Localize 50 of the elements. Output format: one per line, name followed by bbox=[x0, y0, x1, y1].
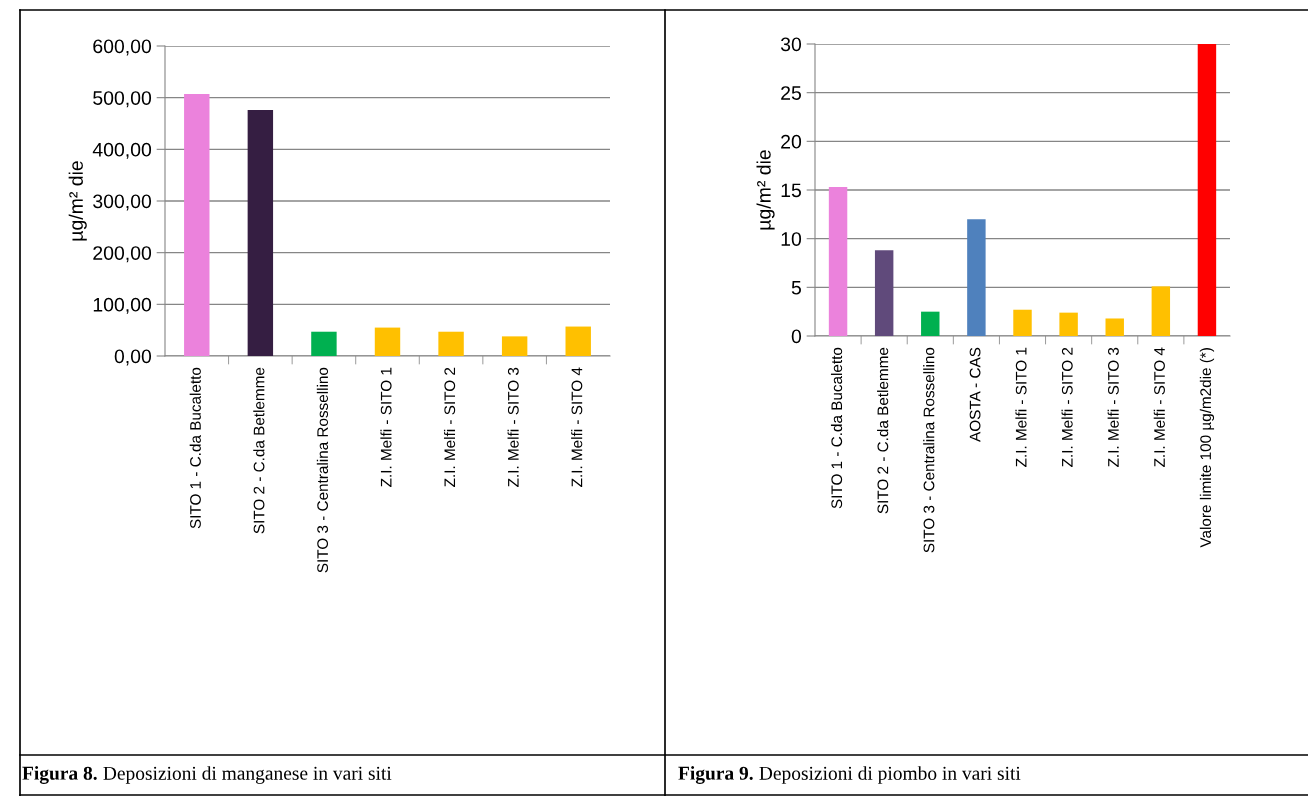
bar bbox=[311, 331, 337, 356]
x-tick-label: Z.I. Melfi - SITO 3 bbox=[1107, 347, 1119, 467]
x-tick-label: SITO 1 - C.da Bucaletto bbox=[830, 347, 843, 509]
bar bbox=[438, 331, 464, 356]
bar bbox=[1059, 312, 1078, 336]
y-tick-label: 300,00 bbox=[93, 194, 152, 211]
bar bbox=[967, 219, 986, 336]
x-tick-label: SITO 2 - C.da Betlemme bbox=[253, 367, 265, 534]
y-tick-label: 30 bbox=[780, 37, 802, 52]
y-tick-label: 600,00 bbox=[93, 39, 152, 56]
y-tick-label: 100,00 bbox=[93, 297, 152, 314]
y-tick-label: 25 bbox=[781, 86, 801, 100]
bar bbox=[565, 326, 591, 356]
x-tick-label: SITO 3 - Centralina Rossellino bbox=[923, 347, 935, 553]
x-tick-label: AOSTA - CAS bbox=[969, 347, 981, 442]
y-tick-label: 5 bbox=[791, 281, 801, 295]
y-axis-title: µg/m² die bbox=[68, 161, 87, 241]
bar bbox=[921, 311, 940, 336]
x-tick-label: SITO 3 - Centralina Rossellino bbox=[316, 367, 329, 573]
bar bbox=[1105, 318, 1124, 336]
y-tick-label: 400,00 bbox=[92, 142, 152, 159]
x-tick-label: Z.I. Melfi - SITO 1 bbox=[1015, 347, 1027, 467]
bar bbox=[1151, 286, 1171, 336]
y-tick-label: 10 bbox=[781, 232, 802, 246]
bar bbox=[1013, 309, 1032, 336]
bar bbox=[1197, 44, 1217, 336]
bar bbox=[828, 187, 848, 336]
x-tick-label: SITO 2 - C.da Betlemme bbox=[877, 347, 889, 514]
y-tick-label: 0 bbox=[791, 329, 802, 344]
x-tick-label: Z.I. Melfi - SITO 4 bbox=[1153, 347, 1165, 467]
y-tick-label: 20 bbox=[781, 134, 802, 149]
y-tick-label: 500,00 bbox=[93, 91, 152, 108]
y-tick-label: 0,00 bbox=[114, 349, 152, 366]
bar bbox=[184, 94, 210, 356]
y-tick-label: 15 bbox=[781, 183, 801, 198]
text: Figura 8. Deposizioni di manganese in vari siti bbox=[22, 766, 392, 784]
bar bbox=[501, 336, 528, 356]
bar bbox=[374, 327, 401, 356]
x-tick-label: Z.I. Melfi - SITO 1 bbox=[380, 367, 392, 487]
y-axis-title: µg/m² die bbox=[756, 150, 775, 230]
x-tick-label: SITO 1 - C.da Bucaletto bbox=[189, 367, 201, 529]
bar bbox=[247, 110, 274, 356]
x-tick-label: Valore limite 100 µg/m2die (*) bbox=[1199, 348, 1215, 548]
x-tick-label: Z.I. Melfi - SITO 4 bbox=[571, 367, 583, 487]
x-tick-label: Z.I. Melfi - SITO 2 bbox=[443, 367, 456, 487]
y-tick-label: 200,00 bbox=[93, 246, 152, 263]
bar bbox=[874, 250, 894, 336]
x-tick-label: Z.I. Melfi - SITO 2 bbox=[1061, 347, 1073, 467]
text: Figura 9. Deposizioni di piombo in vari siti bbox=[678, 766, 1021, 784]
x-tick-label: Z.I. Melfi - SITO 3 bbox=[507, 367, 519, 487]
